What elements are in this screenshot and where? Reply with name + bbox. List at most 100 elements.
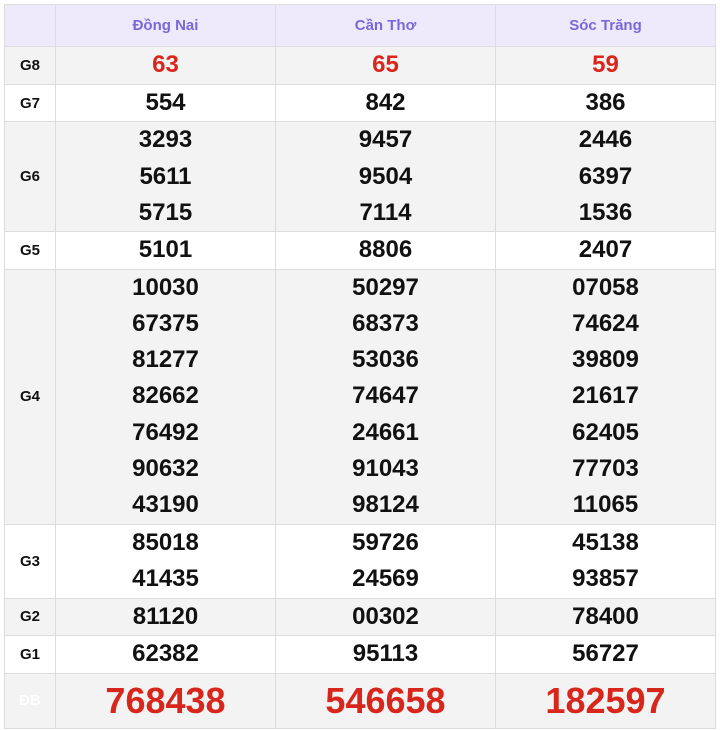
result-number: 95113 xyxy=(352,640,419,668)
result-cell: 62382 xyxy=(55,634,276,674)
result-cell: 182597 xyxy=(495,672,716,729)
province-header[interactable]: Đồng Nai xyxy=(55,4,276,47)
result-number: 78400 xyxy=(572,602,639,630)
prize-label: G5 xyxy=(4,231,56,270)
result-number: 82662 xyxy=(132,382,199,410)
result-cell: 78400 xyxy=(495,597,716,636)
prize-label: G7 xyxy=(4,83,56,123)
prize-row-G4: G4 10030 67375 81277 82662 76492 90632 43190 502… xyxy=(4,268,716,525)
prize-label: G1 xyxy=(4,634,56,674)
result-cell: 2407 xyxy=(495,231,716,270)
result-number: 11065 xyxy=(572,491,639,519)
result-cell: 07058 74624 39809 21617 62405 77703 11065 xyxy=(495,268,716,525)
result-number: 8806 xyxy=(358,236,413,264)
prize-row-G2: G2 81120 00302 78400 xyxy=(4,597,716,636)
prize-label: G6 xyxy=(4,121,56,233)
header-row: Đồng Nai Cần Thơ Sóc Trăng xyxy=(4,4,716,47)
prize-row-G5: G5 5101 8806 2407 xyxy=(4,231,716,270)
result-number: 81277 xyxy=(132,346,199,374)
result-number: 98124 xyxy=(352,491,419,519)
result-cell: 59 xyxy=(495,46,716,85)
result-number: 182597 xyxy=(545,679,666,721)
result-cell: 00302 xyxy=(275,597,496,636)
result-number: 9457 xyxy=(358,126,413,154)
result-number: 9504 xyxy=(358,162,413,190)
result-number: 81120 xyxy=(132,602,199,630)
result-number: 3293 xyxy=(138,126,193,154)
result-cell: 56727 xyxy=(495,634,716,674)
result-number: 24569 xyxy=(352,565,419,593)
result-number: 07058 xyxy=(572,273,639,301)
result-number: 77703 xyxy=(572,455,639,483)
result-number: 2407 xyxy=(578,236,633,264)
result-number: 90632 xyxy=(132,455,199,483)
result-cell: 5101 xyxy=(55,231,276,270)
result-number: 65 xyxy=(372,51,399,79)
prize-row-G1: G1 62382 95113 56727 xyxy=(4,634,716,674)
result-cell: 768438 xyxy=(55,672,276,729)
result-cell: 95113 xyxy=(275,634,496,674)
result-cell: 59726 24569 xyxy=(275,523,496,599)
result-number: 68373 xyxy=(352,309,419,337)
result-cell: 85018 41435 xyxy=(55,523,276,599)
result-cell: 63 xyxy=(55,46,276,85)
result-number: 93857 xyxy=(572,565,639,593)
province-header[interactable]: Cần Thơ xyxy=(275,4,496,47)
result-number: 62382 xyxy=(132,640,199,668)
prize-label: G3 xyxy=(4,523,56,599)
result-number: 768438 xyxy=(105,679,226,721)
result-number: 53036 xyxy=(352,346,419,374)
result-number: 842 xyxy=(365,89,406,116)
result-cell: 554 xyxy=(55,83,276,123)
result-cell: 8806 xyxy=(275,231,496,270)
result-number: 24661 xyxy=(352,418,419,446)
result-number: 39809 xyxy=(572,346,639,374)
header-empty xyxy=(4,4,56,47)
result-cell: 65 xyxy=(275,46,496,85)
result-number: 43190 xyxy=(132,491,199,519)
result-number: 56727 xyxy=(572,640,639,668)
prize-row-G6: G6 3293 5611 5715 9457 9504 7114 2446 6397 1536 xyxy=(4,121,716,233)
result-cell: 2446 6397 1536 xyxy=(495,121,716,233)
result-number: 50297 xyxy=(352,273,419,301)
result-number: 1536 xyxy=(578,198,633,226)
result-number: 59 xyxy=(592,51,619,79)
result-number: 74647 xyxy=(352,382,419,410)
province-header[interactable]: Sóc Trăng xyxy=(495,4,716,47)
result-number: 2446 xyxy=(578,126,633,154)
prize-label: ĐB xyxy=(4,672,56,729)
result-number: 59726 xyxy=(352,528,419,556)
prize-row-ĐB: ĐB 768438 546658 182597 xyxy=(4,672,716,729)
result-number: 5715 xyxy=(138,198,193,226)
result-number: 45138 xyxy=(572,528,639,556)
result-number: 554 xyxy=(145,89,186,116)
result-cell: 842 xyxy=(275,83,496,123)
result-cell: 45138 93857 xyxy=(495,523,716,599)
prize-label: G4 xyxy=(4,268,56,525)
result-cell: 10030 67375 81277 82662 76492 90632 43190 xyxy=(55,268,276,525)
result-number: 7114 xyxy=(359,198,412,226)
prize-label: G8 xyxy=(4,46,56,85)
result-cell: 546658 xyxy=(275,672,496,729)
result-number: 85018 xyxy=(132,528,199,556)
lottery-results-table: Đồng Nai Cần Thơ Sóc Trăng G8 63 65 59 G7 554 84… xyxy=(4,4,716,729)
result-number: 6397 xyxy=(578,162,633,190)
result-cell: 3293 5611 5715 xyxy=(55,121,276,233)
result-cell: 386 xyxy=(495,83,716,123)
result-cell: 9457 9504 7114 xyxy=(275,121,496,233)
prize-row-G7: G7 554 842 386 xyxy=(4,83,716,123)
result-cell: 50297 68373 53036 74647 24661 91043 98124 xyxy=(275,268,496,525)
result-number: 5611 xyxy=(139,162,192,190)
result-number: 74624 xyxy=(572,309,639,337)
result-number: 386 xyxy=(585,89,626,116)
result-number: 91043 xyxy=(352,455,419,483)
result-number: 62405 xyxy=(572,418,639,446)
result-number: 41435 xyxy=(132,565,199,593)
result-number: 10030 xyxy=(132,273,199,301)
prize-row-G8: G8 63 65 59 xyxy=(4,46,716,85)
result-number: 67375 xyxy=(132,309,199,337)
result-cell: 81120 xyxy=(55,597,276,636)
result-number: 63 xyxy=(152,51,179,79)
prize-row-G3: G3 85018 41435 59726 24569 45138 93857 xyxy=(4,523,716,599)
result-number: 76492 xyxy=(132,418,199,446)
